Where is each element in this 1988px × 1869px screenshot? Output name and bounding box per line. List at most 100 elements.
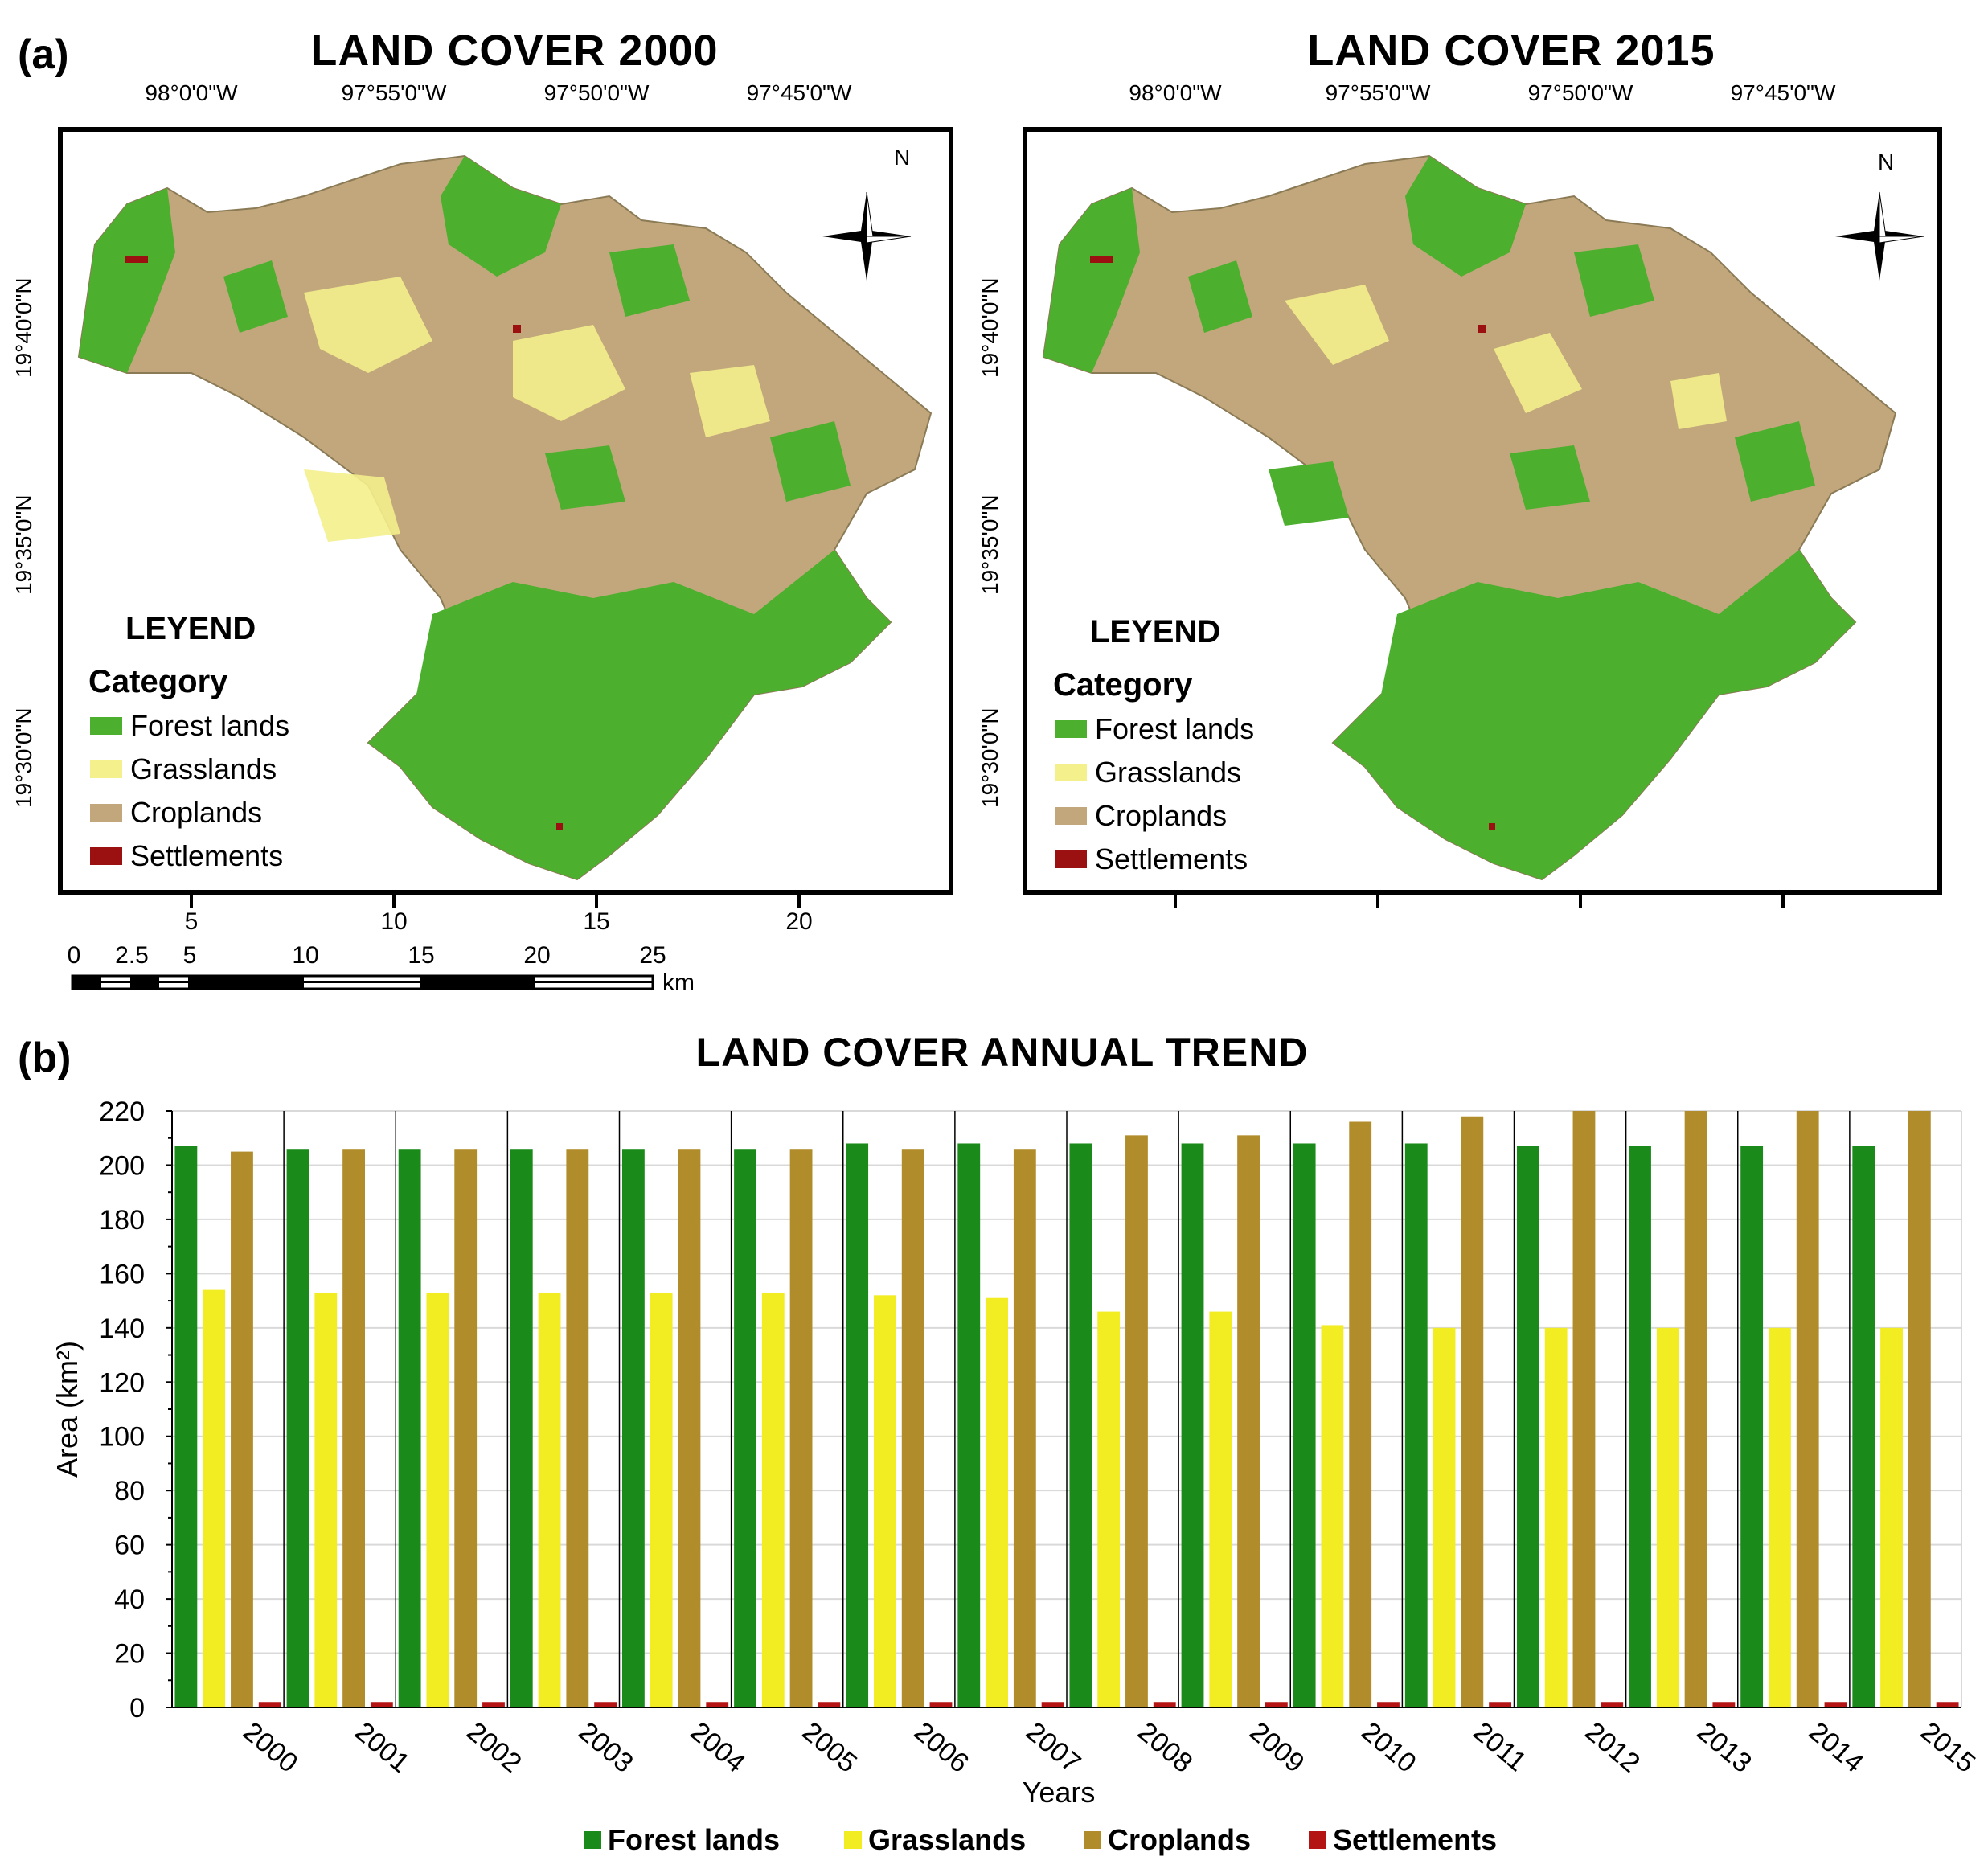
- bar-croplands: [1125, 1135, 1148, 1707]
- bar-settlements: [1153, 1702, 1176, 1707]
- forest-west: [79, 188, 175, 373]
- bar-forest-lands: [1404, 1143, 1428, 1707]
- legend-title: LEYEND: [125, 611, 256, 646]
- legend-item-crop: Croplands: [1055, 799, 1227, 833]
- chart-legend-swatch: [844, 1831, 862, 1849]
- bar-croplands: [789, 1149, 813, 1707]
- chart-legend-label: Grasslands: [868, 1823, 1027, 1856]
- bar-croplands: [1461, 1116, 1484, 1707]
- bar-grasslands: [1321, 1325, 1344, 1707]
- bar-croplands: [454, 1149, 478, 1707]
- bar-grasslands: [1209, 1311, 1232, 1707]
- bar-settlements: [706, 1702, 729, 1707]
- map2-lat-label: 19°35'0"N: [978, 494, 1002, 595]
- legend-swatch: [90, 760, 122, 778]
- panel-b-label: (b): [18, 1035, 72, 1081]
- scale-label: 10: [292, 942, 319, 969]
- bar-croplands: [1013, 1149, 1036, 1707]
- chart-title: LAND COVER ANNUAL TREND: [695, 1030, 1309, 1075]
- bar-croplands: [566, 1149, 589, 1707]
- bar-settlements: [370, 1702, 393, 1707]
- bar-forest-lands: [1629, 1146, 1651, 1707]
- forest-patches: [223, 244, 851, 510]
- map-2015-frame: [1023, 127, 1942, 895]
- x-tick-label: 2003: [572, 1716, 638, 1779]
- legend-label: Forest lands: [1095, 712, 1255, 745]
- bar-grasslands: [761, 1292, 785, 1707]
- map2-lat-label: 19°40'0"N: [978, 277, 1002, 378]
- bar-settlements: [1489, 1702, 1512, 1707]
- settlement: [1090, 256, 1113, 263]
- map1-lat-label: 19°40'0"N: [11, 277, 36, 378]
- x-tick-label: 2013: [1691, 1716, 1757, 1779]
- legend-subtitle: Category: [88, 664, 228, 699]
- forest-north: [441, 156, 561, 277]
- chart-legend-item-forest: Forest lands: [584, 1823, 780, 1857]
- bar-croplands: [1684, 1111, 1707, 1707]
- map-2015-svg: [1042, 154, 1924, 881]
- bar-forest-lands: [846, 1143, 869, 1707]
- map1-lon-label: 97°45'0"W: [746, 80, 852, 105]
- y-tick-label: 60: [114, 1531, 145, 1561]
- x-tick-label: 2002: [461, 1716, 527, 1779]
- bar-forest-lands: [734, 1149, 756, 1707]
- bar-grasslands: [874, 1295, 896, 1707]
- bar-croplands: [1349, 1121, 1372, 1707]
- map1-lon-label: 97°50'0"W: [543, 80, 650, 105]
- map1-lon-label: 97°55'0"W: [341, 80, 447, 105]
- legend-swatch: [1055, 807, 1087, 825]
- bar-grasslands: [1769, 1327, 1791, 1707]
- map-title-2000: LAND COVER 2000: [310, 27, 719, 75]
- bar-croplands: [231, 1151, 253, 1707]
- north-arrow: [822, 191, 912, 281]
- chart-legend-item-settlement: Settlements: [1309, 1823, 1497, 1857]
- bar-settlements: [1936, 1702, 1959, 1707]
- scale-label: 25: [639, 942, 666, 969]
- bar-forest-lands: [1181, 1143, 1204, 1707]
- bar-grasslands: [426, 1292, 449, 1707]
- bar-croplands: [1237, 1135, 1260, 1707]
- legend-item-forest: Forest lands: [1055, 712, 1254, 746]
- x-tick-label: 2005: [797, 1716, 863, 1779]
- scale-label: 2.5: [115, 942, 149, 969]
- north-label-2015: N: [1878, 150, 1895, 174]
- forest-south: [368, 550, 891, 879]
- settlement: [1478, 325, 1486, 333]
- chart-legend-swatch: [1309, 1831, 1326, 1849]
- forest-south: [1333, 550, 1855, 879]
- bar-forest-lands: [1740, 1146, 1764, 1707]
- bar-grasslands: [203, 1289, 226, 1707]
- scale-label: 5: [182, 942, 197, 969]
- y-axis-title: Area (km²): [51, 1341, 84, 1478]
- y-tick-label: 160: [99, 1259, 145, 1289]
- bar-forest-lands: [174, 1146, 198, 1707]
- legend-item-crop: Croplands: [90, 796, 262, 830]
- y-tick-label: 20: [114, 1639, 145, 1670]
- x-tick-label: 2000: [237, 1716, 303, 1779]
- legend-label: Settlements: [1095, 842, 1248, 875]
- bar-settlements: [818, 1702, 841, 1707]
- grass-patches: [1285, 285, 1727, 429]
- map2-lon-label: 98°0'0"W: [1129, 80, 1222, 105]
- legend-item-grass: Grasslands: [90, 752, 277, 786]
- bar-grasslands: [314, 1292, 338, 1707]
- map1-bottom-tick-label: 20: [785, 908, 813, 935]
- bar-croplands: [1572, 1111, 1596, 1707]
- legend-swatch: [90, 717, 122, 735]
- bar-settlements: [1712, 1702, 1736, 1707]
- x-axis-title: Years: [1023, 1776, 1096, 1809]
- x-tick-label: 2015: [1915, 1716, 1981, 1779]
- bar-grasslands: [1433, 1327, 1456, 1707]
- x-tick-label: 2014: [1803, 1716, 1869, 1779]
- bar-forest-lands: [398, 1149, 421, 1707]
- x-tick-label: 2007: [1020, 1716, 1086, 1779]
- legend-item-settlement: Settlements: [90, 839, 283, 873]
- settlement: [125, 256, 148, 263]
- y-tick-label: 0: [129, 1693, 145, 1723]
- forest-patches: [1188, 244, 1815, 526]
- bar-grasslands: [1656, 1327, 1679, 1707]
- bar-grasslands: [1880, 1327, 1903, 1707]
- legend-title: LEYEND: [1090, 614, 1221, 650]
- bar-grasslands: [1097, 1311, 1121, 1707]
- y-tick-label: 40: [114, 1584, 145, 1615]
